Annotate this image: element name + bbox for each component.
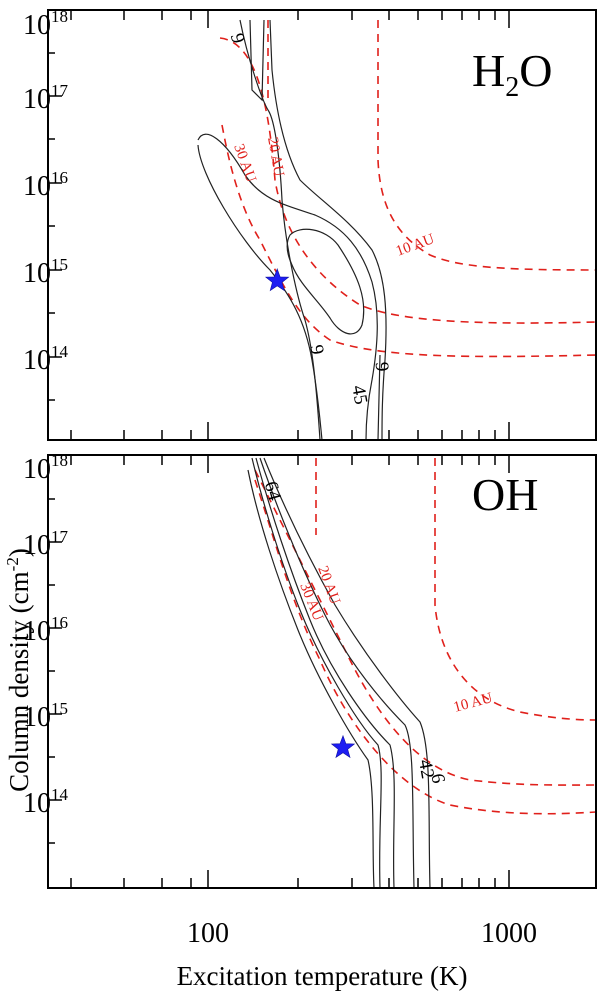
oh-ytick-label-15: 1015	[23, 699, 68, 733]
h2o-best-fit-star	[264, 268, 290, 292]
panel-oh: 1018 1017 1016 1015 1014 OH 10 AU 20 AU …	[23, 451, 597, 889]
h2o-label-20au: 20 AU	[264, 136, 287, 178]
h2o-contour-inner-loop	[286, 228, 365, 335]
h2o-species-label: H2O	[472, 45, 552, 103]
h2o-contour-label-45: 45	[347, 384, 371, 406]
h2o-contour-label-9-right: 9	[371, 361, 393, 372]
oh-ytick-label-16: 1016	[23, 613, 68, 647]
oh-axis-ticks	[48, 455, 510, 888]
oh-contour-4	[263, 457, 431, 889]
oh-contour-1	[251, 457, 382, 889]
oh-label-10au: 10 AU	[452, 690, 495, 716]
oh-ytick-label-18: 1018	[23, 451, 68, 485]
h2o-ytick-label-15: 1015	[23, 255, 68, 289]
h2o-contour-outer	[197, 19, 323, 441]
oh-contour-2	[255, 457, 395, 889]
h2o-radius-30au-curve	[221, 124, 597, 358]
oh-contour-label-42: 42	[414, 758, 438, 780]
h2o-contour-mid-loop	[197, 133, 378, 441]
oh-radius-30au-curve	[254, 479, 597, 815]
oh-ytick-label-14: 1014	[23, 785, 69, 819]
h2o-ytick-label-16: 1016	[23, 168, 68, 202]
panel-h2o: 1018 1017 1016 1015 1014 H2O 10 AU 20 AU…	[23, 7, 597, 441]
h2o-contour-right	[269, 19, 387, 441]
h2o-contour-label-9-left: 9	[305, 343, 327, 356]
h2o-radius-20au-curve	[219, 37, 597, 324]
h2o-plot-frame	[47, 9, 597, 441]
oh-radius-20au-curve	[254, 469, 597, 786]
oh-best-fit-star	[330, 734, 356, 759]
x-tick-label-100: 100	[187, 918, 229, 949]
oh-contour-label-6: 6	[426, 772, 448, 785]
h2o-contour-left-lower	[281, 199, 321, 441]
h2o-ytick-label-14: 1014	[23, 342, 69, 376]
oh-radius-10au-curve	[434, 458, 597, 721]
oh-contour-3	[259, 457, 415, 889]
oh-species-label: OH	[472, 469, 538, 520]
x-axis-title: Excitation temperature (K)	[177, 961, 468, 991]
h2o-radius-10au-curve	[377, 20, 597, 271]
oh-ytick-label-17: 1017	[23, 527, 69, 561]
h2o-label-30au: 30 AU	[230, 142, 259, 185]
oh-contour-5	[247, 469, 375, 889]
x-tick-label-1000: 1000	[481, 918, 537, 949]
h2o-axis-ticks	[48, 10, 510, 440]
h2o-ytick-label-17: 1017	[23, 81, 69, 115]
h2o-ytick-label-18: 1018	[23, 7, 68, 41]
y-axis-title: Column density (cm-2)	[3, 548, 34, 792]
